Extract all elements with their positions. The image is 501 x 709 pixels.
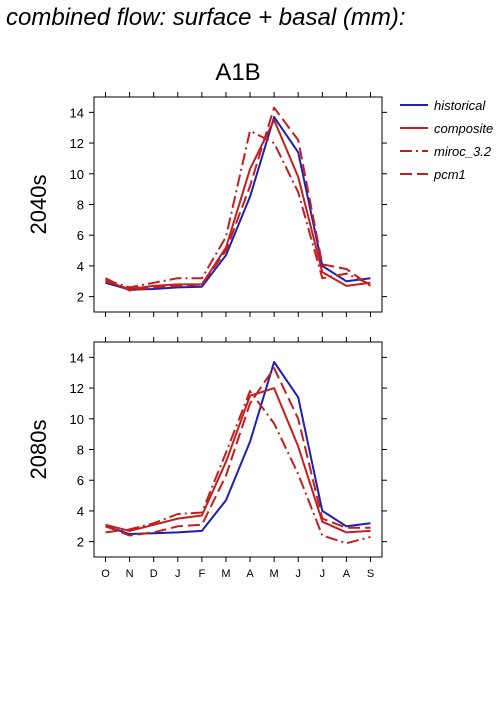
plot-frame [93, 96, 383, 313]
legend-item-composite: composite [400, 121, 493, 136]
legend-label: composite [434, 121, 493, 136]
series-line-composite [105, 387, 371, 534]
series-line-pcm1 [105, 367, 371, 537]
legend-label: pcm1 [433, 167, 466, 182]
series-line-miroc_3.2 [105, 390, 371, 545]
x-tick-label: A [246, 568, 254, 580]
row-label: 2040s [26, 175, 51, 235]
series-line-pcm1 [105, 106, 372, 292]
x-tick-label: F [198, 568, 205, 580]
y-tick-label: 10 [70, 412, 84, 427]
y-tick-label: 12 [70, 136, 84, 151]
row-label: 2080s [26, 420, 51, 480]
x-tick-label: M [270, 568, 279, 580]
y-tick-label: 14 [70, 105, 84, 120]
x-tick-label: J [320, 568, 326, 580]
x-tick-label: J [175, 568, 181, 580]
y-tick-label: 6 [77, 228, 84, 243]
x-tick-label: D [150, 568, 158, 580]
series-line-historical [105, 116, 371, 291]
panels: 2 4 6 8 10 12 14 2040s 2 4 6 8 10 12 14 O N D J F M A M J J A S 208… [26, 92, 387, 580]
y-tick-label: 6 [77, 473, 84, 488]
series-line-composite [105, 119, 371, 290]
y-tick-label: 4 [77, 259, 84, 274]
legend-label: miroc_3.2 [434, 144, 492, 159]
scenario-label: A1B [215, 59, 260, 86]
panel-2040s: 2 4 6 8 10 12 14 2040s [26, 92, 387, 317]
y-tick-label: 2 [77, 535, 84, 550]
y-tick-label: 8 [77, 443, 84, 458]
legend-label: historical [434, 98, 486, 113]
y-tick-label: 4 [77, 504, 84, 519]
x-tick-label: A [343, 568, 351, 580]
x-tick-label: N [126, 568, 134, 580]
y-tick-label: 2 [77, 290, 84, 305]
y-tick-label: 8 [77, 198, 84, 213]
legend-item-miroc_3.2: miroc_3.2 [400, 144, 492, 159]
x-tick-label: J [295, 568, 301, 580]
series-line-miroc_3.2 [105, 129, 371, 289]
legend-item-historical: historical [400, 98, 486, 113]
series-line-historical [105, 361, 371, 535]
page-title: combined flow: surface + basal (mm): [6, 4, 406, 31]
x-tick-label: O [101, 568, 110, 580]
panel-2080s: 2 4 6 8 10 12 14 O N D J F M A M J J A S 2080s [26, 337, 387, 580]
y-tick-label: 14 [70, 350, 84, 365]
x-tick-label: S [367, 568, 374, 580]
legend: historical composite miroc_3.2 pcm1 [400, 98, 493, 182]
x-tick-label: M [221, 568, 230, 580]
y-tick-label: 12 [70, 381, 84, 396]
legend-item-pcm1: pcm1 [400, 167, 466, 182]
y-tick-label: 10 [70, 167, 84, 182]
